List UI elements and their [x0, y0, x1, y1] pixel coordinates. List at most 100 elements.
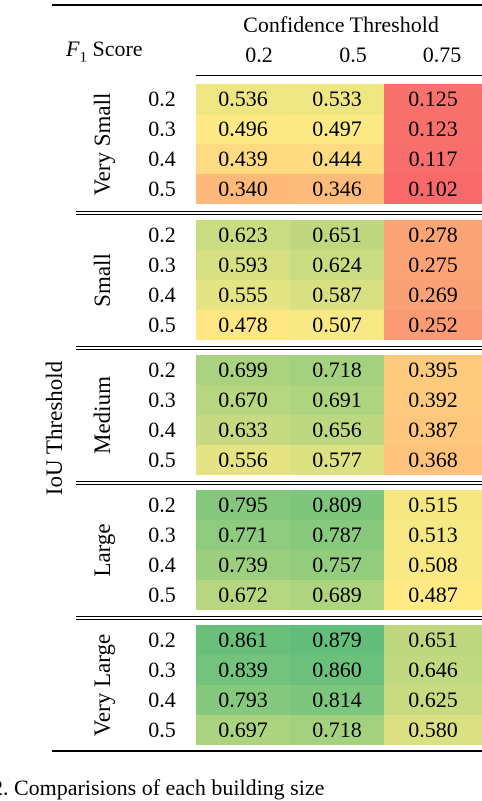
iou-tick-label: 0.4: [148, 687, 176, 712]
heatmap-cell: 0.278: [384, 220, 482, 250]
corner-label-f: F: [66, 36, 80, 61]
iou-tick-label: 0.5: [148, 176, 176, 201]
heatmap-cell: 0.117: [384, 144, 482, 174]
column-header-3: 0.75: [422, 42, 462, 67]
corner-label-subscript: 1: [79, 49, 87, 66]
heatmap-cell: 0.809: [290, 490, 384, 520]
heatmap-cell: 0.699: [196, 355, 290, 385]
heatmap-cell: 0.624: [290, 250, 384, 280]
heatmap-cell: 0.625: [384, 685, 482, 715]
group-separator: [76, 616, 482, 617]
heatmap-cell: 0.515: [384, 490, 482, 520]
heatmap-cell: 0.536: [196, 84, 290, 114]
iou-tick-label: 0.4: [148, 552, 176, 577]
heatmap-cell: 0.395: [384, 355, 482, 385]
iou-tick-label: 0.3: [148, 387, 176, 412]
heatmap-cell: 0.633: [196, 415, 290, 445]
heatmap-cell: 0.439: [196, 144, 290, 174]
heatmap-cell: 0.533: [290, 84, 384, 114]
heatmap-cell: 0.623: [196, 220, 290, 250]
heatmap-cell: 0.507: [290, 310, 384, 340]
heatmap-cell: 0.580: [384, 715, 482, 745]
column-header-2: 0.5: [339, 42, 367, 67]
heatmap-cell: 0.814: [290, 685, 384, 715]
heatmap-cell: 0.125: [384, 84, 482, 114]
top-rule: [52, 4, 482, 6]
heatmap-cell: 0.340: [196, 174, 290, 204]
header-underline: [196, 75, 482, 76]
heatmap-cell: 0.478: [196, 310, 290, 340]
corner-label: F1 Score: [66, 36, 143, 66]
heatmap-cell: 0.718: [290, 355, 384, 385]
heatmap-cell: 0.593: [196, 250, 290, 280]
group-separator: [76, 346, 482, 347]
heatmap-cell: 0.513: [384, 520, 482, 550]
heatmap-cell: 0.496: [196, 114, 290, 144]
iou-tick-label: 0.3: [148, 116, 176, 141]
heatmap-cell: 0.387: [384, 415, 482, 445]
iou-tick-label: 0.2: [148, 86, 176, 111]
heatmap-cell: 0.487: [384, 580, 482, 610]
group-label: Large: [90, 523, 115, 577]
heatmap-cell: 0.444: [290, 144, 384, 174]
iou-tick-label: 0.4: [148, 146, 176, 171]
heatmap-cell: 0.252: [384, 310, 482, 340]
heatmap-cell: 0.651: [290, 220, 384, 250]
iou-tick-label: 0.2: [148, 627, 176, 652]
heatmap-cell: 0.556: [196, 445, 290, 475]
group-separator: [76, 484, 482, 485]
heatmap-cell: 0.757: [290, 550, 384, 580]
heatmap-cell: 0.861: [196, 625, 290, 655]
heatmap-cell: 0.587: [290, 280, 384, 310]
heatmap-cell: 0.839: [196, 655, 290, 685]
heatmap-cell: 0.123: [384, 114, 482, 144]
heatmap-cell: 0.787: [290, 520, 384, 550]
iou-tick-label: 0.5: [148, 312, 176, 337]
heatmap-cell: 0.392: [384, 385, 482, 415]
iou-tick-label: 0.5: [148, 717, 176, 742]
heatmap-cell: 0.508: [384, 550, 482, 580]
heatmap-cell: 0.795: [196, 490, 290, 520]
heatmap-cell: 0.646: [384, 655, 482, 685]
iou-tick-label: 0.3: [148, 657, 176, 682]
group-separator: [76, 214, 482, 215]
iou-tick-label: 0.5: [148, 582, 176, 607]
iou-tick-label: 0.4: [148, 282, 176, 307]
heatmap-cell: 0.651: [384, 625, 482, 655]
iou-tick-label: 0.3: [148, 522, 176, 547]
heatmap-cell: 0.691: [290, 385, 384, 415]
column-group-label: Confidence Threshold: [243, 12, 439, 37]
iou-tick-label: 0.2: [148, 492, 176, 517]
heatmap-cell: 0.275: [384, 250, 482, 280]
heatmap-cell: 0.656: [290, 415, 384, 445]
caption-fragment: 2. Comparisions of each building size: [0, 775, 325, 800]
group-label: Small: [90, 253, 115, 307]
heatmap-cell: 0.793: [196, 685, 290, 715]
heatmap-cell: 0.739: [196, 550, 290, 580]
heatmap-cell: 0.577: [290, 445, 384, 475]
heatmap-cell: 0.879: [290, 625, 384, 655]
iou-tick-label: 0.3: [148, 252, 176, 277]
bottom-rule: [52, 750, 482, 752]
heatmap-cell: 0.860: [290, 655, 384, 685]
iou-tick-label: 0.2: [148, 357, 176, 382]
group-separator: [76, 211, 482, 212]
heatmap-cell: 0.697: [196, 715, 290, 745]
row-axis-label: IoU Threshold: [42, 360, 67, 496]
heatmap-cell: 0.672: [196, 580, 290, 610]
group-separator: [76, 349, 482, 350]
heatmap-cell: 0.771: [196, 520, 290, 550]
heatmap-cell: 0.102: [384, 174, 482, 204]
heatmap-cell: 0.346: [290, 174, 384, 204]
column-header-1: 0.2: [245, 42, 273, 67]
corner-label-score: Score: [92, 36, 143, 61]
heatmap-cell: 0.718: [290, 715, 384, 745]
group-separator: [76, 619, 482, 620]
heatmap-cell: 0.497: [290, 114, 384, 144]
iou-tick-label: 0.2: [148, 222, 176, 247]
heatmap-cell: 0.555: [196, 280, 290, 310]
group-label: Medium: [90, 376, 115, 454]
group-label: Very Small: [90, 92, 115, 196]
group-separator: [76, 481, 482, 482]
